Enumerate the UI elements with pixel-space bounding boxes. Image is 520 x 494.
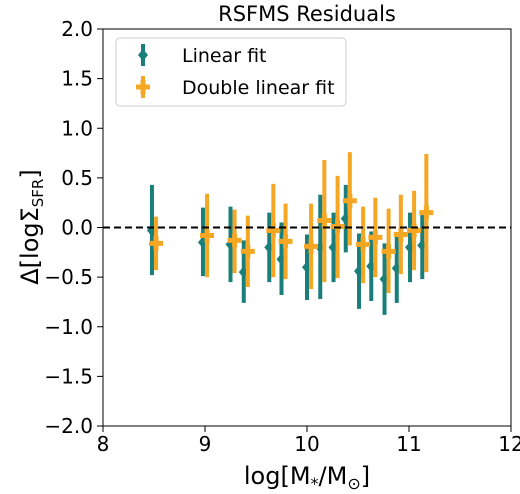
y-tick-label: 1.0 bbox=[61, 116, 93, 140]
y-axis-label-end: ] bbox=[16, 169, 44, 178]
data-point bbox=[342, 193, 357, 208]
data-point bbox=[393, 227, 408, 242]
x-tick-label: 9 bbox=[199, 432, 212, 456]
legend-plus-marker bbox=[136, 80, 150, 94]
y-tick-label: 0.0 bbox=[61, 216, 93, 240]
x-axis-label-mid: /M bbox=[319, 462, 348, 490]
axes-layer: 8 9 10 11 12 2.0 1.5 1.0 0.5 0.0 −0.5 −1.0 −1.5 −2.0 bbox=[44, 17, 520, 456]
data-point bbox=[200, 228, 215, 243]
chart-title: RSFMS Residuals bbox=[218, 2, 396, 26]
series-double-linear-fit bbox=[149, 152, 434, 294]
data-point bbox=[149, 236, 164, 251]
x-axis-label-end: ] bbox=[361, 462, 370, 490]
y-tick-label: −0.5 bbox=[44, 265, 93, 289]
x-axis-label: log[M*/M⊙] bbox=[244, 462, 370, 493]
y-tick-label: 2.0 bbox=[61, 17, 93, 41]
legend-entries: Linear fit Double linear fit bbox=[136, 44, 335, 99]
legend-label: Double linear fit bbox=[182, 77, 335, 99]
x-axis-label-sub-star: * bbox=[311, 474, 319, 493]
x-tick-label: 12 bbox=[498, 432, 520, 456]
x-axis-label-main: log[M bbox=[244, 462, 311, 490]
y-tick-label: −2.0 bbox=[44, 414, 93, 438]
y-axis-label-sub: SFR bbox=[29, 179, 47, 208]
y-axis-label: Δ[logΣSFR] bbox=[16, 169, 47, 284]
y-tick-label: −1.0 bbox=[44, 315, 93, 339]
legend-label: Linear fit bbox=[182, 45, 267, 67]
x-tick-label: 10 bbox=[294, 432, 319, 456]
data-point bbox=[419, 205, 434, 220]
data-point bbox=[278, 234, 293, 249]
data-point bbox=[368, 230, 383, 245]
data-point bbox=[227, 233, 242, 248]
y-tick-label: −1.5 bbox=[44, 364, 93, 388]
x-tick-label: 8 bbox=[97, 432, 110, 456]
data-point bbox=[240, 244, 255, 259]
x-tick-label: 11 bbox=[396, 432, 421, 456]
data-point bbox=[304, 239, 319, 254]
data-point bbox=[381, 244, 396, 259]
y-tick-label: 0.5 bbox=[61, 166, 93, 190]
y-tick-label: 1.5 bbox=[61, 67, 93, 91]
series-layer bbox=[146, 152, 434, 315]
y-axis-label-main: Δ[logΣ bbox=[16, 207, 44, 285]
legend-box bbox=[115, 37, 347, 107]
data-point bbox=[317, 213, 332, 228]
legend: Linear fit Double linear fit bbox=[115, 37, 347, 107]
x-axis-label-sub-sun: ⊙ bbox=[347, 474, 360, 493]
data-point bbox=[356, 237, 371, 252]
legend-diamond-marker bbox=[138, 49, 148, 61]
data-point bbox=[266, 223, 281, 238]
data-point bbox=[407, 223, 422, 238]
